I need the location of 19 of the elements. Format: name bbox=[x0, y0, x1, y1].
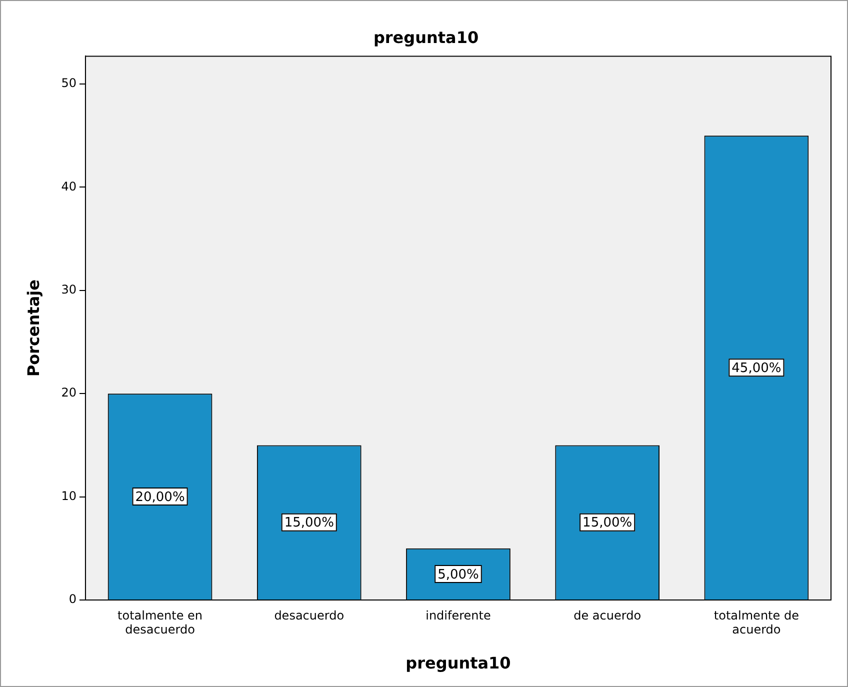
data-label: 15,00% bbox=[284, 516, 334, 531]
x-tick-label: de acuerdo bbox=[574, 608, 642, 622]
y-tick-label: 40 bbox=[61, 179, 76, 194]
y-tick-label: 30 bbox=[61, 282, 76, 297]
y-axis-title: Porcentaje bbox=[24, 279, 43, 377]
y-tick-label: 20 bbox=[61, 386, 76, 400]
chart-title: pregunta10 bbox=[373, 28, 479, 47]
y-tick-label: 10 bbox=[61, 488, 76, 503]
x-tick-label: totalmente en desacuerdo bbox=[118, 608, 203, 637]
y-tick-label: 0 bbox=[68, 592, 76, 606]
x-tick-label: totalmente de acuerdo bbox=[714, 608, 799, 637]
y-tick-label: 50 bbox=[61, 76, 76, 90]
x-tick-label: desacuerdo bbox=[274, 608, 344, 622]
data-label: 5,00% bbox=[438, 567, 479, 582]
data-label: 15,00% bbox=[582, 516, 632, 531]
data-label: 20,00% bbox=[135, 490, 185, 505]
x-axis-title: pregunta10 bbox=[406, 654, 511, 673]
data-label: 45,00% bbox=[732, 360, 782, 376]
x-tick-label: indiferente bbox=[426, 608, 491, 622]
